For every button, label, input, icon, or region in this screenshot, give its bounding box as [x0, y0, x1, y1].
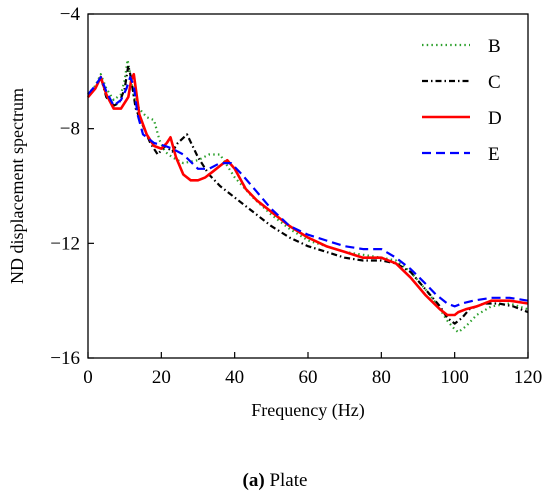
- y-tick-label: −8: [60, 119, 80, 140]
- legend-label-E: E: [488, 144, 500, 165]
- x-tick-label: 80: [372, 367, 391, 388]
- figure-caption: (a) Plate: [0, 470, 550, 492]
- series-line-D: [87, 72, 529, 317]
- y-tick-label: −4: [60, 4, 81, 25]
- x-tick-label: 0: [83, 367, 93, 388]
- series-line-C: [87, 64, 529, 325]
- y-axis-label: ND displacement spectrum: [7, 88, 27, 284]
- axes-layer: 0 20 40 60 80 100 120 −16 −12 −8 −4: [50, 4, 542, 388]
- x-tick-label: 120: [514, 367, 543, 388]
- series-line-E: [87, 75, 529, 308]
- y-tick-label: −16: [50, 348, 80, 369]
- x-tick-label: 20: [152, 367, 171, 388]
- series-layer: [87, 58, 529, 334]
- y-tick-label: −12: [50, 233, 80, 254]
- x-tick-label: 40: [225, 367, 244, 388]
- legend-label-B: B: [488, 36, 501, 57]
- x-axis-label: Frequency (Hz): [251, 400, 364, 421]
- x-tick-label: 100: [440, 367, 469, 388]
- legend-label-C: C: [488, 72, 501, 93]
- series-line-B: [87, 58, 529, 334]
- plot-area-frame: [87, 13, 529, 359]
- legend-label-D: D: [488, 108, 502, 129]
- x-tick-label: 60: [299, 367, 318, 388]
- caption-text: Plate: [264, 470, 308, 491]
- caption-label: (a): [242, 470, 265, 491]
